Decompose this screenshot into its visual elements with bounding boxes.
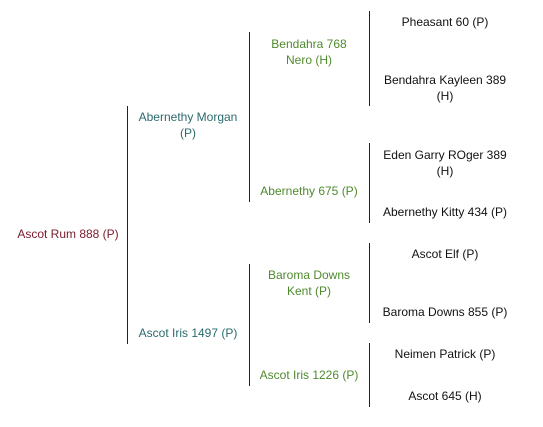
connector-gen2-dam [249, 264, 250, 386]
dam-sire-name-line2: Kent (P) [286, 284, 331, 298]
connector-gen3-3 [369, 243, 370, 323]
sire-sire-animal[interactable]: Bendahra 768 Nero (H) [250, 36, 368, 68]
dam-dam-animal[interactable]: Ascot Iris 1226 (P) [250, 367, 368, 383]
connector-gen2-sire [249, 32, 250, 202]
subject-animal[interactable]: Ascot Rum 888 (P) [0, 226, 136, 242]
great-grandparent-7-line1: Neimen Patrick (P) [394, 347, 496, 361]
great-grandparent-2-line2: (H) [436, 89, 454, 103]
sire-name-line1: Abernethy Morgan [138, 110, 238, 124]
sire-dam-animal[interactable]: Abernethy 675 (P) [250, 183, 368, 199]
great-grandparent-3[interactable]: Eden Garry ROger 389 (H) [370, 147, 520, 179]
sire-sire-name-line2: Nero (H) [285, 53, 332, 67]
connector-gen1 [127, 106, 128, 344]
dam-name: Ascot Iris 1497 (P) [138, 326, 238, 340]
dam-animal[interactable]: Ascot Iris 1497 (P) [128, 325, 248, 341]
great-grandparent-6-line1: Baroma Downs 855 (P) [382, 305, 508, 319]
sire-animal[interactable]: Abernethy Morgan (P) [128, 109, 248, 141]
great-grandparent-6[interactable]: Baroma Downs 855 (P) [370, 304, 520, 320]
great-grandparent-3-line2: (H) [436, 164, 454, 178]
sire-sire-name-line1: Bendahra 768 [271, 37, 347, 51]
great-grandparent-2-line1: Bendahra Kayleen 389 [383, 73, 507, 87]
great-grandparent-1-line1: Pheasant 60 (P) [401, 15, 489, 29]
subject-name: Ascot Rum 888 (P) [17, 227, 119, 241]
connector-gen3-2 [369, 143, 370, 223]
great-grandparent-2[interactable]: Bendahra Kayleen 389 (H) [370, 72, 520, 104]
connector-gen3-1 [369, 11, 370, 106]
great-grandparent-4-line1: Abernethy Kitty 434 (P) [382, 205, 508, 219]
great-grandparent-5-line1: Ascot Elf (P) [411, 247, 479, 261]
great-grandparent-4[interactable]: Abernethy Kitty 434 (P) [370, 204, 520, 220]
great-grandparent-8-line1: Ascot 645 (H) [408, 389, 482, 403]
dam-sire-animal[interactable]: Baroma Downs Kent (P) [250, 267, 368, 299]
great-grandparent-3-line1: Eden Garry ROger 389 [383, 148, 507, 162]
dam-dam-name: Ascot Iris 1226 (P) [259, 368, 359, 382]
connector-gen3-4 [369, 343, 370, 407]
great-grandparent-8[interactable]: Ascot 645 (H) [370, 388, 520, 404]
sire-name-line2: (P) [180, 126, 196, 140]
great-grandparent-1[interactable]: Pheasant 60 (P) [370, 14, 520, 30]
sire-dam-name: Abernethy 675 (P) [260, 184, 358, 198]
great-grandparent-5[interactable]: Ascot Elf (P) [370, 246, 520, 262]
dam-sire-name-line1: Baroma Downs [267, 268, 351, 282]
great-grandparent-7[interactable]: Neimen Patrick (P) [370, 346, 520, 362]
